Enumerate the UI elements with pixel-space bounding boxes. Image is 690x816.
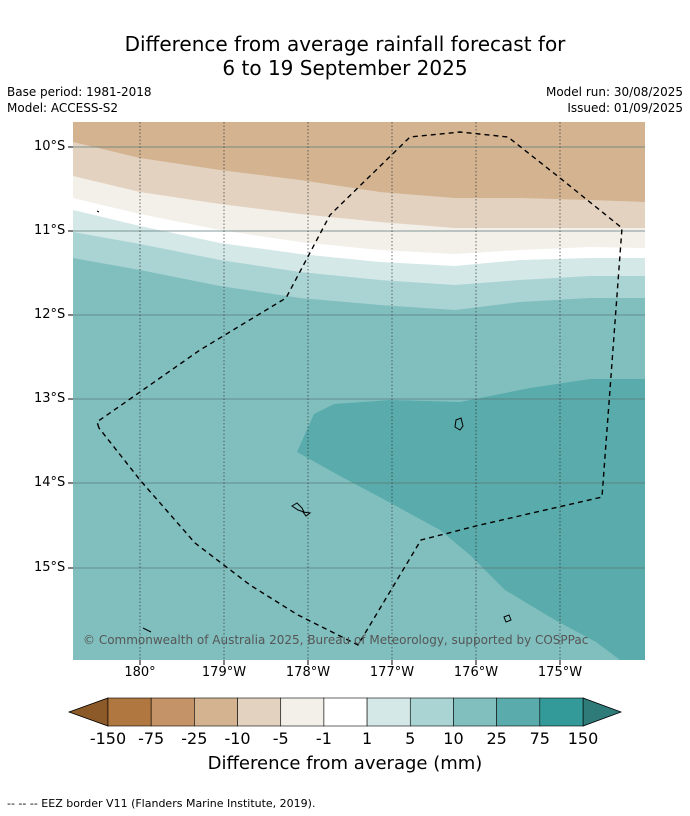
colorbar-left-arrow [67,697,109,727]
model-text: Model: ACCESS-S2 [7,101,119,115]
lat-label-14s: 14°S [34,475,66,490]
colorbar-tick-label: 10 [443,729,464,748]
colorbar-tick-label: -10 [224,729,251,748]
lon-label-179w: 179°W [201,665,247,680]
colorbar-tick-label: 5 [405,729,416,748]
colorbar-cell [237,697,282,727]
colorbar-tick-label: 1 [361,729,373,748]
colorbar-title: Difference from average (mm) [207,753,483,774]
island-2 [291,502,305,513]
zone-25-75 [297,379,645,660]
colorbar-tick-label: -150 [89,729,127,748]
island-6 [96,210,100,213]
lon-label-177w: 177°W [369,665,415,680]
lon-label-175w: 175°W [537,665,583,680]
lat-label-12s: 12°S [34,307,66,322]
base-period-text: Base period: 1981-2018 [7,85,152,99]
colorbar-cell [150,697,195,727]
colorbar-cell [107,697,152,727]
colorbar-cell [539,697,584,727]
eez-border [96,131,623,646]
colorbar [67,697,623,727]
colorbar-tick-label: -25 [181,729,208,748]
lat-label-13s: 13°S [34,391,66,406]
colorbar-tick-label: -5 [272,729,289,748]
latitude-gridlines [73,146,645,569]
island-1 [454,417,464,431]
chart-title-line1: Difference from average rainfall forecas… [124,32,566,56]
longitude-gridlines [139,122,561,660]
colorbar-cell [323,697,368,727]
island-3 [301,511,312,517]
colorbar-tick-label: 25 [486,729,507,748]
colorbar-cell [366,697,411,727]
issued-text: Issued: 01/09/2025 [567,101,683,115]
colorbar-right-arrow [582,697,623,727]
island-5 [142,627,152,633]
islands [96,210,512,633]
lon-label-178w: 178°W [285,665,331,680]
lat-label-10s: 10°S [34,139,66,154]
colorbar-cell [194,697,238,727]
lon-label-176w: 176°W [453,665,499,680]
colorbar-cell [453,697,497,727]
colorbar-cell [496,697,541,727]
colorbar-tick-label: -75 [138,729,165,748]
colorbar-cell [280,697,325,727]
lat-ticks [68,146,73,569]
copyright-text: © Commonwealth of Australia 2025, Bureau… [83,633,589,647]
lon-ticks [139,660,561,665]
model-run-text: Model run: 30/08/2025 [545,85,683,99]
colorbar-tick-label: 150 [567,729,599,748]
lat-label-15s: 15°S [34,560,66,575]
colorbar-cell [409,697,454,727]
rainfall-contours [73,122,645,660]
lon-label-180: 180° [124,665,156,680]
chart-title-line2: 6 to 19 September 2025 [222,56,468,80]
eez-footnote: -- -- -- EEZ border V11 (Flanders Marine… [7,797,316,810]
lat-label-11s: 11°S [34,223,66,238]
colorbar-tick-label: -1 [315,729,332,748]
zone-minus-25-10 [73,122,645,202]
island-4 [503,614,512,623]
colorbar-tick-label: 75 [529,729,550,748]
